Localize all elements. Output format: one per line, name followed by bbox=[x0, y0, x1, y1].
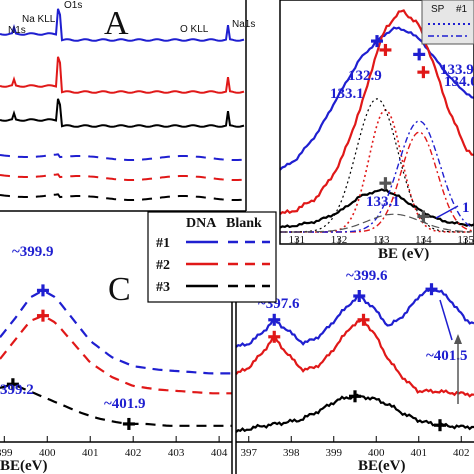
panel-d-arrow-grey-head bbox=[454, 334, 462, 344]
panel-b-x-axis-label: BE (eV) bbox=[378, 246, 429, 262]
panel-c-ann-401-9: ~401.9 bbox=[104, 396, 146, 412]
legend-row-label: #2 bbox=[156, 258, 170, 273]
legend-header-dna: DNA bbox=[186, 216, 217, 231]
panel-b-fit-grey-dashed bbox=[280, 213, 472, 233]
panel-b-series-3 bbox=[279, 188, 474, 229]
panel-d-ann-401-5: ~401.5 bbox=[426, 348, 468, 364]
panel-c-marker-blue bbox=[36, 284, 49, 297]
legend: DNA Blank #1 #2 #3 bbox=[147, 211, 277, 303]
panel-d-marker-red-1 bbox=[268, 330, 281, 343]
panel-c-tick-label: 402 bbox=[125, 447, 142, 459]
panel-c-ann-399-2: 399.2 bbox=[0, 382, 34, 398]
panel-d-marker-blue-2 bbox=[353, 290, 366, 302]
panel-a-curves bbox=[0, 8, 245, 201]
panel-b-tick-label: 133 bbox=[373, 234, 390, 246]
peak-label-n1s: N1s bbox=[8, 25, 26, 36]
panel-a: A N1s Na KLL O1s O KLL Na1s bbox=[0, 0, 255, 212]
panel-c-ticks: 399 400 401 402 403 404 bbox=[0, 436, 228, 459]
panel-c: 399 400 401 402 403 404 BE(eV) C ~399.9 399.2… bbox=[0, 244, 233, 474]
legend-rows: #1 #2 #3 bbox=[156, 236, 270, 295]
panel-b-legend-entry: #1 bbox=[456, 4, 468, 15]
panel-b-fit-blue-dashdot bbox=[280, 120, 473, 233]
panel-c-series-1 bbox=[0, 289, 232, 375]
panel-c-tick-label: 399 bbox=[0, 447, 13, 459]
panel-d-marker-black-2 bbox=[434, 419, 446, 432]
panel-b-ann-133-9: 133.9 bbox=[440, 62, 474, 78]
panel-b-marker-blue-left bbox=[371, 35, 383, 48]
panel-b-tick-label: 134 bbox=[415, 234, 432, 246]
panel-c-ann-399-9: ~399.9 bbox=[12, 244, 54, 260]
panel-c-series-2 bbox=[0, 314, 232, 395]
panel-b-series-2 bbox=[279, 9, 474, 216]
panel-b-marker-red-left bbox=[379, 43, 392, 56]
panel-b-ann-right: 1 bbox=[462, 200, 470, 216]
panel-c-tick-label: 400 bbox=[39, 447, 56, 459]
panel-b-legend: SP #1 bbox=[421, 0, 474, 45]
panel-b-frame bbox=[279, 0, 474, 245]
panel-a-series-4 bbox=[0, 153, 245, 161]
panel-b-tick-label: 132 bbox=[331, 234, 348, 246]
panel-d-marker-black-1 bbox=[349, 390, 361, 403]
panel-b-marker-blue-right bbox=[413, 48, 426, 61]
panel-d-tick-label: 400 bbox=[368, 447, 385, 459]
panel-b-legend-title: SP bbox=[431, 4, 445, 15]
panel-b-ann-133-1: 133.1 bbox=[330, 86, 364, 102]
panel-b-ann-132-9: 132.9 bbox=[348, 68, 382, 84]
panel-a-series-6 bbox=[0, 193, 245, 201]
panel-d-tick-label: 398 bbox=[283, 447, 300, 459]
panel-b-arrow bbox=[435, 205, 459, 219]
peak-label-o1s: O1s bbox=[64, 0, 82, 11]
legend-row-label: #3 bbox=[156, 280, 170, 295]
panel-b-marker-red-right bbox=[417, 66, 430, 79]
panel-b-marker-black-right bbox=[417, 210, 430, 223]
panel-c-curves bbox=[0, 284, 232, 430]
panel-a-series-3 bbox=[0, 98, 245, 128]
panel-d-curves bbox=[235, 283, 474, 433]
panel-c-series-3 bbox=[0, 383, 232, 427]
panel-c-tick-label: 403 bbox=[168, 447, 185, 459]
panel-b-ann-black-133-1: 133.1 bbox=[366, 194, 400, 210]
panel-a-series-1 bbox=[0, 8, 245, 42]
panel-c-marker-black-right bbox=[122, 417, 135, 430]
panel-a-letter: A bbox=[104, 5, 129, 42]
panel-d-x-axis-label: BE(eV) bbox=[358, 458, 406, 474]
panel-a-series-2 bbox=[0, 56, 245, 94]
panel-c-tick-label: 404 bbox=[211, 447, 228, 459]
panel-a-series-5 bbox=[0, 173, 245, 181]
panel-b-marker-black-left bbox=[379, 177, 392, 190]
panel-d-ticks: 397 398 399 400 401 402 bbox=[241, 436, 470, 459]
panel-b-ticks: 131 132 133 134 135 bbox=[289, 234, 474, 246]
panel-b-tick-label: 131 bbox=[289, 234, 306, 246]
panel-d-tick-label: 397 bbox=[241, 447, 258, 459]
legend-header-blank: Blank bbox=[226, 216, 262, 231]
panel-d-marker-red-2 bbox=[357, 313, 370, 326]
panel-c-x-axis-label: BE(eV) bbox=[0, 458, 48, 474]
panel-d-tick-label: 402 bbox=[453, 447, 470, 459]
panel-b: 131 132 133 134 135 BE (eV) SP #1 132.9 133.… bbox=[279, 0, 474, 262]
panel-c-marker-red bbox=[36, 309, 49, 322]
peak-label-o-kll: O KLL bbox=[180, 24, 209, 35]
panel-c-letter: C bbox=[108, 271, 131, 308]
panel-d-marker-blue-3 bbox=[425, 283, 438, 296]
panel-d-ann-399-6: ~399.6 bbox=[346, 268, 388, 284]
panel-c-tick-label: 401 bbox=[82, 447, 99, 459]
panel-b-tick-label: 135 bbox=[457, 234, 474, 246]
panel-b-fit-red-dashdot bbox=[280, 131, 473, 233]
panel-b-curves bbox=[279, 9, 474, 233]
panel-d-tick-label: 399 bbox=[326, 447, 343, 459]
panel-d-marker-blue-1 bbox=[268, 313, 281, 326]
peak-label-na1s: Na1s bbox=[232, 19, 255, 30]
panel-b-ann-134-0: 134.0 bbox=[444, 74, 474, 90]
panel-b-fit-black-dotted bbox=[280, 98, 472, 233]
panel-c-marker-black-left bbox=[6, 378, 19, 391]
panel-d-tick-label: 401 bbox=[411, 447, 428, 459]
peak-label-na-kll: Na KLL bbox=[22, 14, 56, 25]
legend-row-label: #1 bbox=[156, 236, 170, 251]
panel-d-arrow-blue bbox=[439, 299, 453, 341]
